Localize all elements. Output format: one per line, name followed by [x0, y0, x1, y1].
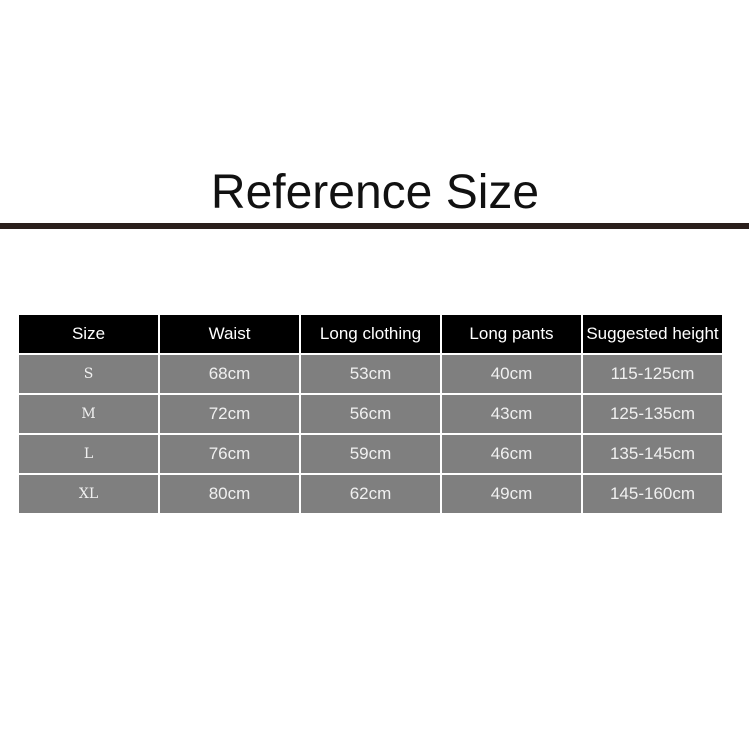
page-title: Reference Size	[210, 166, 540, 219]
table-row: XL 80cm 62cm 49cm 145-160cm	[19, 475, 722, 513]
cell-waist: 76cm	[160, 435, 299, 473]
cell-long-clothing: 56cm	[301, 395, 440, 433]
table-header-row: Size Waist Long clothing Long pants Sugg…	[19, 315, 722, 353]
header-long-clothing: Long clothing	[301, 315, 440, 353]
cell-waist: 68cm	[160, 355, 299, 393]
cell-size: M	[19, 395, 158, 433]
table-row: S 68cm 53cm 40cm 115-125cm	[19, 355, 722, 393]
cell-waist: 72cm	[160, 395, 299, 433]
cell-long-pants: 40cm	[442, 355, 581, 393]
table-row: L 76cm 59cm 46cm 135-145cm	[19, 435, 722, 473]
cell-suggested-height: 125-135cm	[583, 395, 722, 433]
cell-suggested-height: 145-160cm	[583, 475, 722, 513]
header-suggested-height: Suggested height	[583, 315, 722, 353]
cell-size: L	[19, 435, 158, 473]
header-long-pants: Long pants	[442, 315, 581, 353]
cell-suggested-height: 135-145cm	[583, 435, 722, 473]
size-chart-table: Size Waist Long clothing Long pants Sugg…	[17, 313, 724, 515]
table-row: M 72cm 56cm 43cm 125-135cm	[19, 395, 722, 433]
cell-suggested-height: 115-125cm	[583, 355, 722, 393]
cell-long-pants: 46cm	[442, 435, 581, 473]
title-divider	[0, 223, 749, 229]
cell-waist: 80cm	[160, 475, 299, 513]
cell-long-pants: 43cm	[442, 395, 581, 433]
cell-size: XL	[19, 475, 158, 513]
cell-size: S	[19, 355, 158, 393]
header-waist: Waist	[160, 315, 299, 353]
cell-long-pants: 49cm	[442, 475, 581, 513]
header-size: Size	[19, 315, 158, 353]
cell-long-clothing: 59cm	[301, 435, 440, 473]
cell-long-clothing: 62cm	[301, 475, 440, 513]
cell-long-clothing: 53cm	[301, 355, 440, 393]
